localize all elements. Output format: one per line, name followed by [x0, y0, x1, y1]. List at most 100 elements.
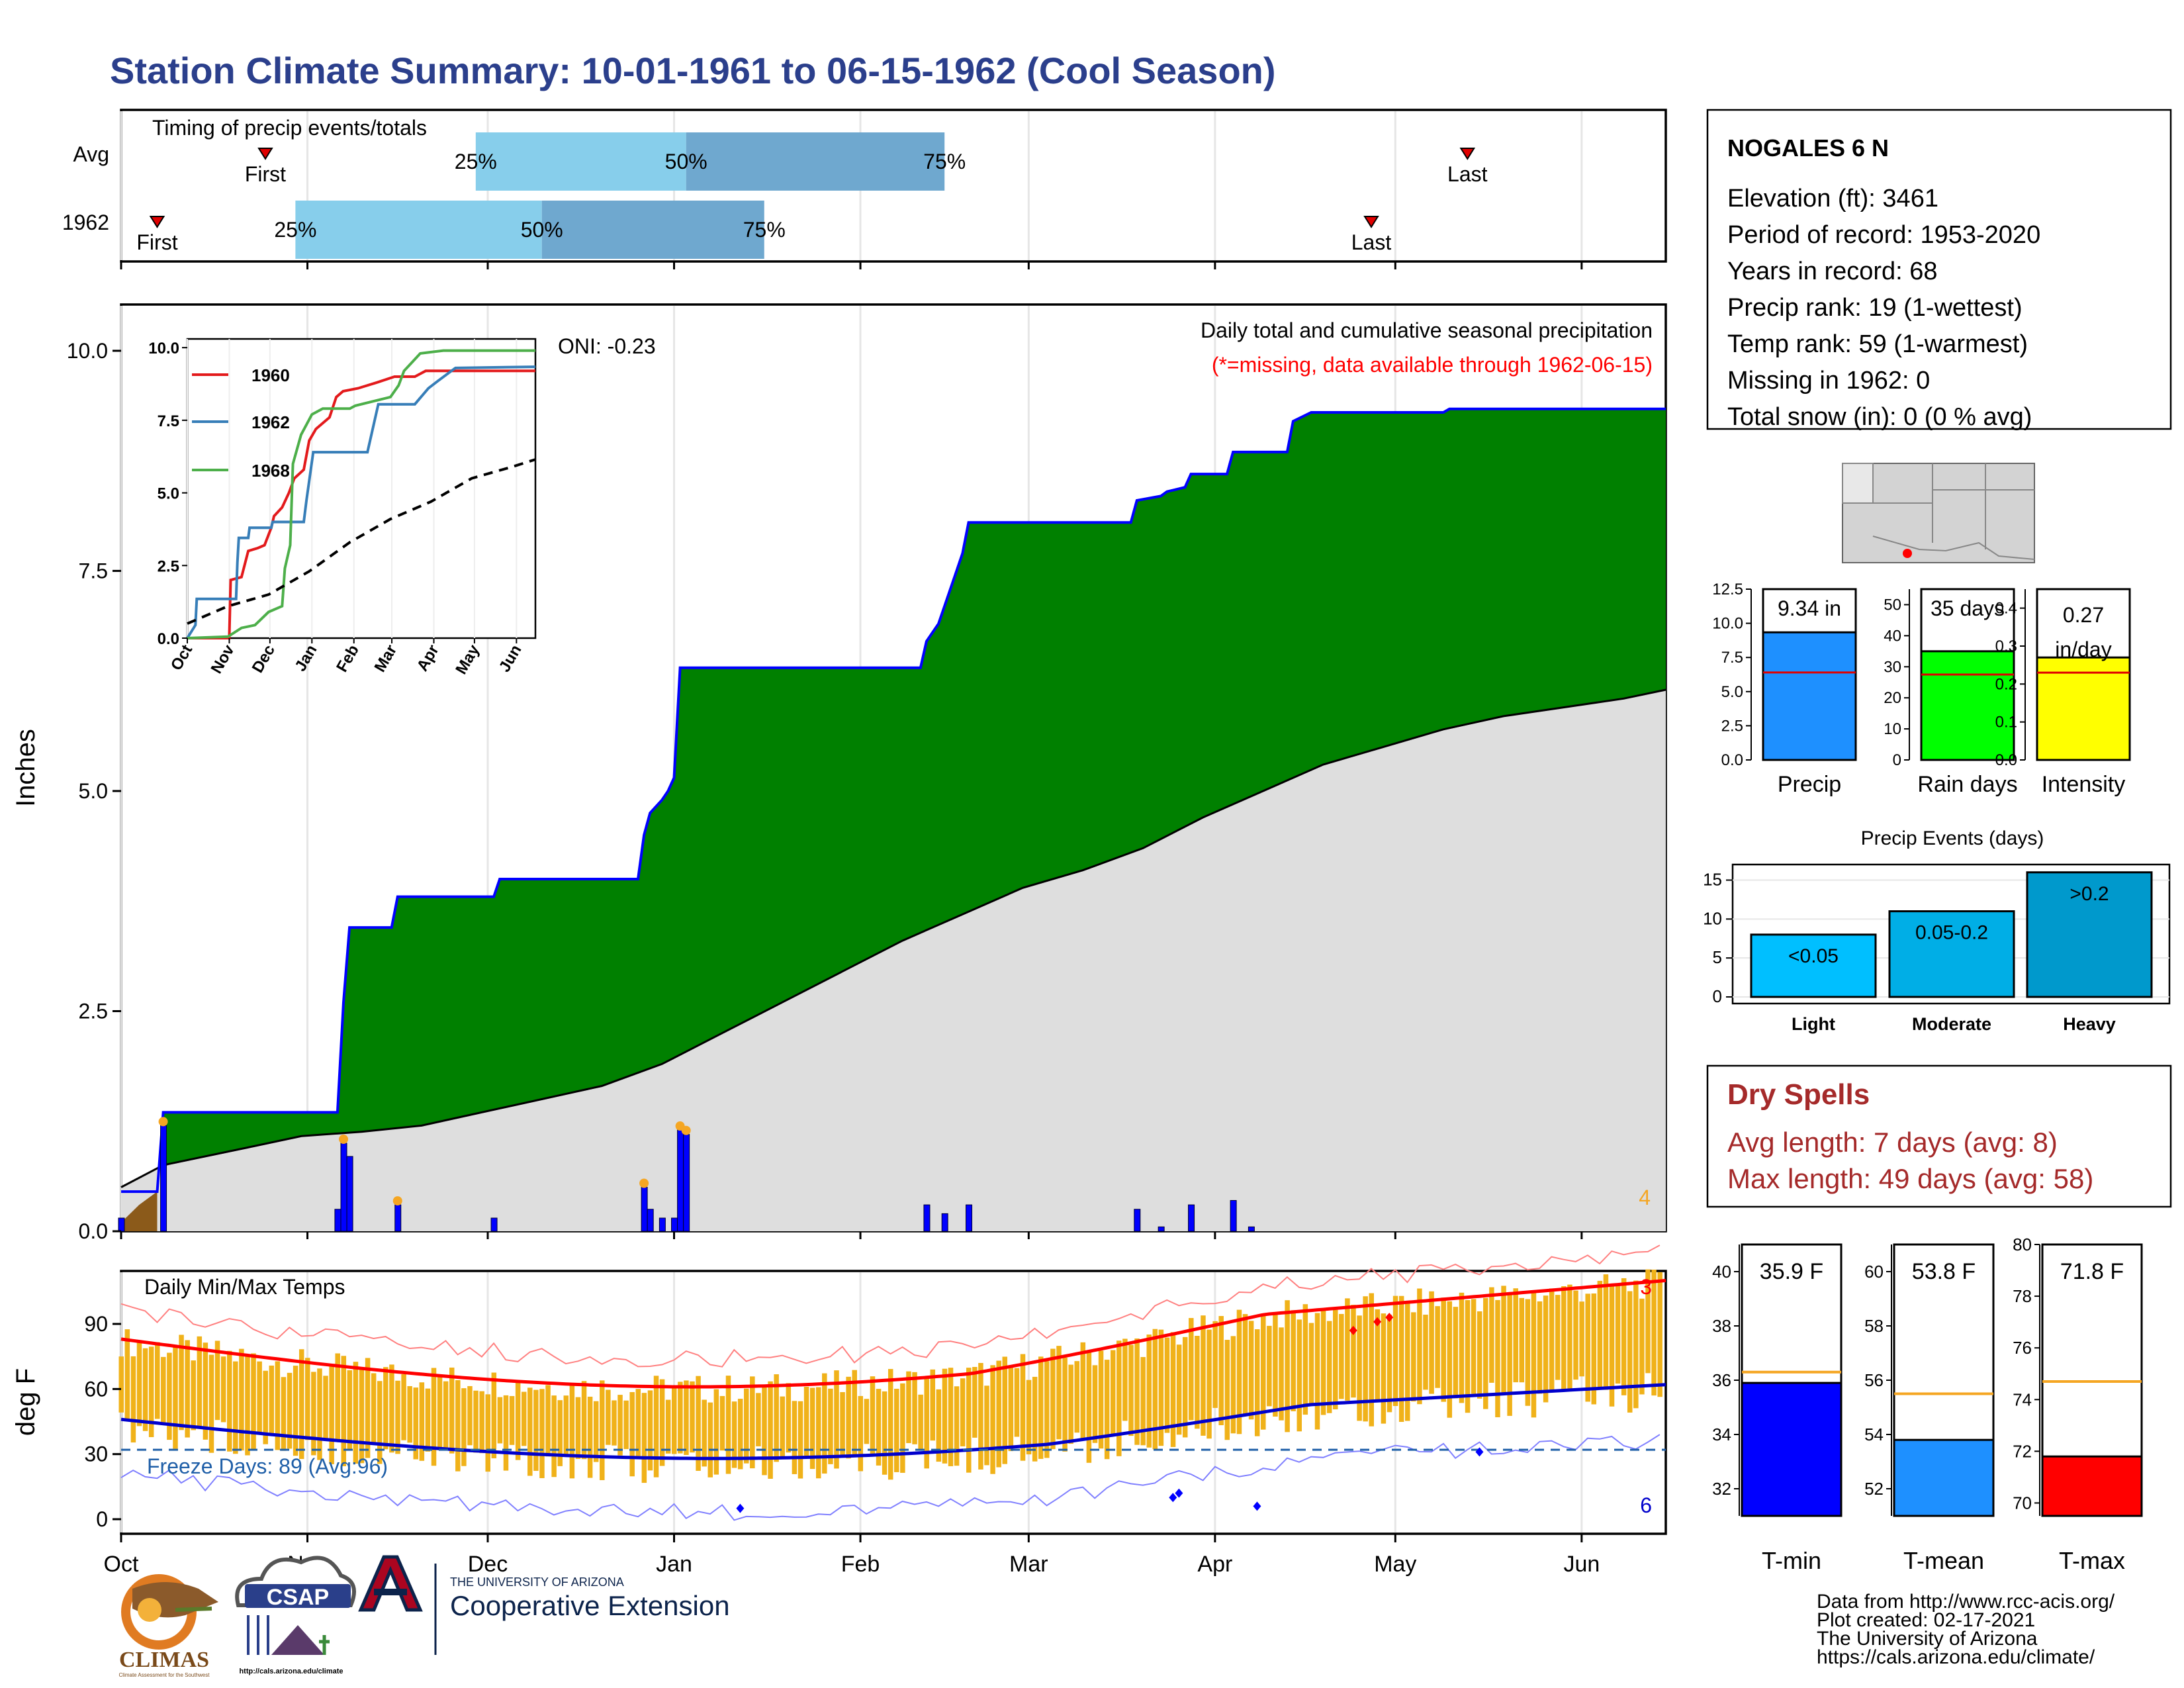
temp-summary-label: T-min: [1762, 1547, 1821, 1574]
events-y-tick-label: 15: [1703, 870, 1722, 890]
csap-wordmark: CSAP: [267, 1585, 329, 1610]
oni-label: ONI: -0.23: [558, 334, 656, 358]
daily-precip-bar: [641, 1186, 648, 1232]
precip-panel: 0.0 2.5 5.0 7.5 10.0 Inches ONI: -0.23 Daily…: [11, 303, 1667, 1243]
daily-temp-bar: [449, 1367, 455, 1454]
daily-temp-bar: [1615, 1284, 1621, 1384]
timing-title: Timing of precip events/totals: [152, 116, 427, 140]
summary-tick-label: 5.0: [1721, 683, 1743, 701]
summary-tick-label: 10: [1884, 720, 1901, 738]
cumulative-precip-line: [121, 407, 1666, 1194]
daily-temp-bar: [1128, 1344, 1134, 1436]
summary-tick-label: 12.5: [1712, 581, 1743, 598]
month-tick-label: Jun: [1563, 1552, 1600, 1577]
daily-temp-bar: [1134, 1338, 1140, 1445]
daily-temp-bar: [623, 1400, 629, 1450]
daily-temp-bar: [317, 1368, 322, 1460]
daily-temp-bar: [401, 1374, 406, 1440]
daily-temp-bar: [257, 1361, 262, 1434]
daily-temp-bar: [437, 1376, 443, 1450]
inset-series-1968: [187, 349, 535, 639]
daily-temp-bar: [702, 1399, 707, 1467]
inset-y-tick-label: 5.0: [158, 485, 179, 503]
events-bar: [1888, 910, 2015, 998]
daily-temp-bar: [665, 1399, 671, 1454]
inset-legend-1962: 1962: [251, 412, 290, 432]
daily-temp-bar: [359, 1368, 365, 1464]
daily-temp-bar: [966, 1368, 972, 1473]
daily-temp-bar: [245, 1356, 250, 1456]
month-tick-label: Mar: [1009, 1552, 1048, 1577]
daily-temp-bar: [311, 1372, 316, 1456]
daily-temp-bar: [1086, 1352, 1092, 1463]
climas-logo: CLIMAS Climate Assessment for the Southw…: [119, 1574, 218, 1678]
dry-spells-max: Max length: 49 days (avg: 58): [1727, 1163, 2093, 1194]
daily-temp-bar: [124, 1329, 130, 1419]
daily-temp-bar: [275, 1361, 281, 1450]
temp-summary-value-label: 35.9 F: [1760, 1259, 1823, 1284]
timing-panel: 25% 50% 75% First Last 25% 50% 75% First Last Tim…: [62, 109, 1667, 269]
daily-temp-bar: [725, 1376, 731, 1474]
dry-spells-title: Dry Spells: [1727, 1078, 1870, 1111]
daily-temp-bar: [1333, 1309, 1338, 1410]
temp-summary-tick-label: 80: [2013, 1235, 2032, 1254]
timing-last-label: Last: [1447, 162, 1488, 186]
daily-temp-bar: [762, 1385, 767, 1476]
timing-first-label: First: [245, 162, 286, 186]
temp-summary-value-label: 71.8 F: [2060, 1259, 2124, 1284]
timing-p50-label: 50%: [665, 150, 707, 173]
daily-precip-bar: [340, 1143, 347, 1232]
daily-temp-bar: [996, 1360, 1001, 1468]
daily-temp-bar: [263, 1370, 268, 1444]
daily-temp-bar: [1417, 1288, 1422, 1405]
daily-temp-bar: [1651, 1269, 1657, 1396]
daily-temp-bar: [617, 1395, 623, 1456]
daily-temp-bar: [515, 1380, 521, 1460]
temp-record-marker: [1169, 1493, 1177, 1503]
record-marker: [392, 1196, 402, 1206]
temp-summary-tick-label: 52: [1864, 1479, 1884, 1499]
record-marker: [158, 1117, 168, 1127]
summary-label: Rain days: [1917, 772, 2017, 797]
daily-temp-bar: [924, 1377, 929, 1469]
daily-temp-bar: [467, 1385, 473, 1446]
daily-temp-bar: [1579, 1301, 1584, 1377]
timing-p75-label: 75%: [923, 150, 966, 173]
temp-summary-chart-2: 70 72 74 76 78 80 71.8 F T-max: [2013, 1235, 2143, 1574]
station-snow: Total snow (in): 0 (0 % avg): [1727, 403, 2032, 431]
summary-bar: [1762, 631, 1857, 761]
daily-precip-bar: [1230, 1199, 1237, 1232]
daily-temp-bar: [269, 1365, 275, 1434]
daily-temp-bar: [750, 1376, 755, 1469]
daily-temp-bar: [569, 1383, 575, 1479]
daily-temp-bar: [876, 1389, 882, 1466]
daily-temp-bar: [1411, 1312, 1416, 1402]
summary-tick-label: 0: [1893, 751, 1901, 769]
daily-temp-bar: [672, 1387, 677, 1454]
events-bin-label: <0.05: [1788, 945, 1839, 967]
temp-record-marker: [736, 1503, 745, 1513]
temp-top-count: 3: [1640, 1275, 1652, 1299]
daily-temp-bar: [443, 1381, 449, 1450]
daily-temp-bar: [1314, 1313, 1320, 1430]
station-location-marker: [1903, 549, 1912, 558]
daily-temp-bar: [503, 1395, 509, 1471]
daily-temp-bar: [1453, 1307, 1459, 1399]
summary-tick-label: 30: [1884, 658, 1901, 676]
precip-corner-count: 4: [1639, 1186, 1651, 1209]
daily-precip-bar: [1248, 1226, 1255, 1232]
credit-data-source: Data from http://www.rcc-acis.org/: [1817, 1591, 2115, 1613]
month-tick-label: Apr: [1197, 1552, 1232, 1577]
daily-temp-bar: [1224, 1340, 1230, 1440]
ua-cooperative-extension-logo: THE UNIVERSITY OF ARIZONA Cooperative Ex…: [358, 1555, 730, 1655]
daily-temp-bar: [365, 1358, 371, 1458]
summary-tick-label: 0.3: [1995, 637, 2017, 655]
daily-precip-bar: [1188, 1204, 1195, 1232]
month-tick-label: Dec: [468, 1552, 508, 1577]
daily-temp-bar: [612, 1400, 617, 1446]
month-tick-label: Oct: [104, 1552, 139, 1577]
summary-tick-label: 2.5: [1721, 717, 1743, 735]
daily-temp-bar: [1056, 1346, 1062, 1440]
